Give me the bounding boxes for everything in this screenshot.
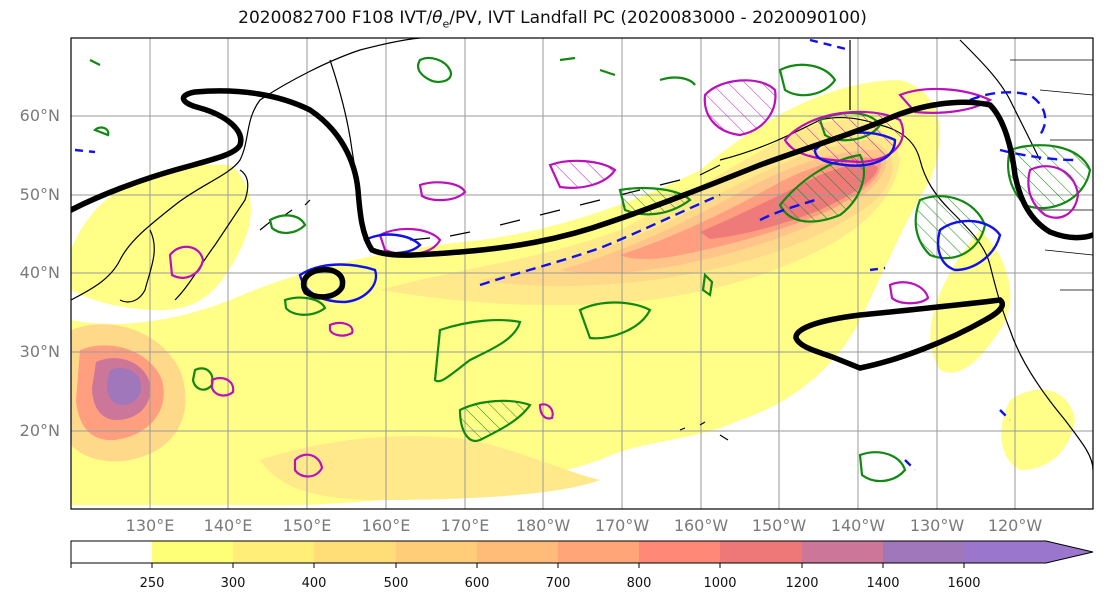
- north-america-coast: [849, 39, 1041, 161]
- korea-coast: [119, 229, 155, 303]
- colorbar-segment: [802, 541, 883, 563]
- lat-label-40n: 40°N: [19, 263, 60, 282]
- colorbar-segment: [558, 541, 639, 563]
- colorbar-segment: [314, 541, 396, 563]
- coastlines: [71, 38, 1093, 471]
- lon-label-130e: 130°E: [125, 516, 175, 535]
- theta-e-typhoon-loop: [300, 266, 346, 300]
- colorbar-tick-label: 1200: [785, 576, 819, 591]
- map-title: 2020082700 F108 IVT/θe/PV, IVT Landfall …: [238, 8, 867, 31]
- colorbar-tick-label: 800: [626, 576, 652, 591]
- colorbar-segment: [71, 541, 152, 563]
- colorbar-segment: [720, 541, 802, 563]
- colorbar-tick-label: 600: [464, 576, 490, 591]
- hawaiian-islands: [679, 421, 729, 441]
- lat-label-20n: 20°N: [19, 421, 60, 440]
- colorbar-tick-label: 300: [220, 576, 246, 591]
- colorbar-segment: [152, 541, 233, 563]
- colorbar-segment: [883, 541, 964, 563]
- colorbar-tick-label: 250: [139, 576, 165, 591]
- theta-e-contours: [71, 88, 1093, 371]
- lat-label-30n: 30°N: [19, 342, 60, 361]
- ivt-250-band-north: [71, 164, 251, 310]
- lon-label-170e: 170°E: [440, 516, 490, 535]
- colorbar-tick-label: 700: [545, 576, 571, 591]
- lon-label-120w: 120°W: [987, 516, 1043, 535]
- colorbar-tick-label: 1000: [703, 576, 737, 591]
- kuril-islands: [259, 199, 311, 231]
- ivt-typhoon-core: [106, 367, 142, 406]
- lon-label-160e: 160°E: [361, 516, 411, 535]
- ivt-300-band-main: [380, 120, 900, 306]
- lon-label-160w: 160°W: [673, 516, 729, 535]
- asia-coast: [71, 38, 421, 301]
- lon-label-150w: 150°W: [751, 516, 807, 535]
- lat-label-50n: 50°N: [19, 185, 60, 204]
- canada-borders: [1010, 59, 1093, 291]
- colorbar-segment: [964, 541, 1046, 563]
- lon-label-130w: 130°W: [909, 516, 965, 535]
- theta-e-pacific-loop: [793, 297, 1005, 371]
- colorbar-segment: [233, 541, 314, 563]
- colorbar: [70, 540, 1094, 568]
- lon-label-140w: 140°W: [830, 516, 886, 535]
- colorbar-tick-label: 400: [301, 576, 327, 591]
- ivt-300-band-south: [260, 436, 600, 500]
- lon-label-170w: 170°W: [594, 516, 650, 535]
- colorbar-segment: [639, 541, 720, 563]
- colorbar-frame: [70, 540, 1094, 564]
- colorbar-extend-arrow: [1046, 541, 1093, 563]
- lon-label-140e: 140°E: [203, 516, 253, 535]
- lon-label-180w: 180°W: [515, 516, 571, 535]
- lat-label-60n: 60°N: [19, 106, 60, 125]
- colorbar-tick-label: 1600: [947, 576, 981, 591]
- map-frame: [70, 37, 1094, 510]
- colorbar-segment: [477, 541, 558, 563]
- japan-coast: [174, 169, 249, 301]
- colorbar-tick-label: 500: [383, 576, 409, 591]
- colorbar-segment: [396, 541, 477, 563]
- theta-e-northern-line: [71, 88, 1093, 258]
- lon-label-150e: 150°E: [282, 516, 332, 535]
- colorbar-tick-label: 1400: [866, 576, 900, 591]
